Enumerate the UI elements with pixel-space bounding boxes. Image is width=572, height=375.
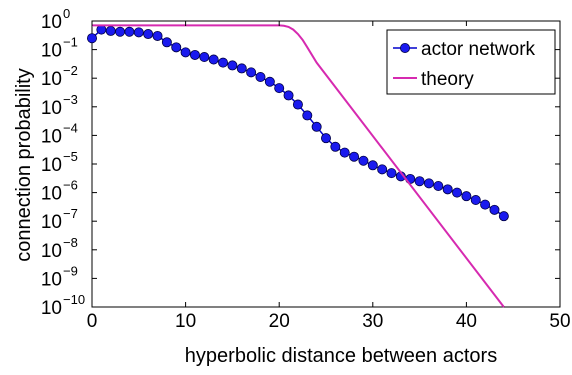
- legend-item: actor network: [393, 39, 536, 60]
- y-tick-label: 10 −6: [41, 178, 78, 205]
- y-tick-exponent: −8: [63, 235, 78, 250]
- y-tick-label: 10 −5: [41, 149, 78, 176]
- data-point: [330, 141, 341, 152]
- data-point: [218, 57, 229, 68]
- data-point: [423, 178, 434, 189]
- data-point: [302, 110, 313, 121]
- y-tick-label: 10 0: [41, 6, 70, 33]
- data-point: [236, 63, 247, 74]
- data-point: [171, 42, 182, 53]
- y-tick-base: 10: [41, 12, 62, 33]
- y-tick-base: 10: [41, 155, 62, 176]
- data-point: [161, 37, 172, 48]
- data-point: [461, 191, 472, 202]
- x-axis-label: hyperbolic distance between actors: [185, 345, 497, 367]
- legend-label: theory: [421, 69, 474, 90]
- y-tick-exponent: −1: [63, 35, 78, 50]
- data-point: [339, 147, 350, 158]
- y-tick-exponent: −5: [63, 149, 78, 164]
- data-point: [386, 168, 397, 179]
- data-point: [377, 164, 388, 175]
- data-point: [480, 199, 491, 210]
- y-tick-label: 10 −2: [41, 63, 78, 90]
- x-tick-label: 40: [456, 311, 477, 332]
- y-tick-base: 10: [41, 184, 62, 205]
- series-actor-network: [87, 24, 509, 222]
- data-point: [349, 151, 360, 162]
- y-tick-exponent: 0: [63, 6, 70, 21]
- y-tick-label: 10 −8: [41, 235, 78, 262]
- series-layer: [87, 24, 509, 308]
- data-point: [367, 160, 378, 171]
- data-point: [152, 30, 163, 41]
- y-tick-label: 10 −1: [41, 35, 78, 62]
- data-point: [452, 187, 463, 198]
- y-tick-exponent: −6: [63, 178, 78, 193]
- y-tick-base: 10: [41, 241, 62, 262]
- legend: actor network theory: [386, 29, 556, 95]
- y-tick-base: 10: [41, 41, 62, 62]
- x-tick-label: 20: [269, 311, 290, 332]
- y-tick-base: 10: [41, 126, 62, 147]
- y-tick-base: 10: [41, 212, 62, 233]
- data-point: [208, 54, 219, 65]
- x-tick-label: 30: [362, 311, 383, 332]
- data-point: [246, 67, 257, 78]
- x-tick-label: 50: [549, 311, 570, 332]
- y-axis-label: connection probability: [13, 68, 35, 261]
- x-tick-label: 10: [175, 311, 196, 332]
- data-point: [189, 49, 200, 60]
- y-tick-base: 10: [41, 269, 62, 290]
- y-tick-label: 10 −9: [41, 263, 78, 290]
- y-tick-exponent: −3: [63, 92, 78, 107]
- data-point: [180, 47, 191, 58]
- data-point: [87, 33, 98, 44]
- legend-swatch-marker: [399, 43, 410, 54]
- data-point: [115, 26, 126, 37]
- data-point: [199, 52, 210, 63]
- series-line: [92, 24, 505, 308]
- data-point: [433, 181, 444, 192]
- data-point: [124, 26, 135, 37]
- x-tick-label: 0: [87, 311, 98, 332]
- data-point: [498, 211, 509, 222]
- y-tick-exponent: −9: [63, 263, 78, 278]
- y-tick-base: 10: [41, 98, 62, 119]
- y-tick-base: 10: [41, 69, 62, 90]
- y-tick-base: 10: [41, 298, 62, 319]
- y-tick-label: 10 −4: [41, 120, 78, 147]
- y-tick-label: 10 −10: [41, 292, 85, 319]
- legend-label: actor network: [421, 39, 536, 60]
- series-theory: [92, 24, 505, 308]
- y-tick-exponent: −10: [63, 292, 85, 307]
- y-tick-label: 10 −7: [41, 206, 78, 233]
- y-tick-label: 10 −3: [41, 92, 78, 119]
- data-point: [133, 27, 144, 38]
- data-point: [105, 25, 116, 36]
- y-tick-exponent: −2: [63, 63, 78, 78]
- data-point: [255, 72, 266, 83]
- data-point: [311, 121, 322, 132]
- data-point: [143, 29, 154, 40]
- legend-item: theory: [393, 69, 474, 90]
- data-point: [489, 204, 500, 215]
- data-point: [274, 83, 285, 94]
- data-point: [442, 184, 453, 195]
- data-point: [283, 90, 294, 101]
- data-point: [292, 99, 303, 110]
- data-point: [264, 76, 275, 87]
- data-point: [414, 176, 425, 187]
- data-point: [358, 155, 369, 166]
- data-point: [227, 60, 238, 71]
- data-point: [320, 133, 331, 144]
- legend-box: [386, 29, 556, 95]
- y-tick-exponent: −4: [63, 120, 78, 135]
- y-tick-exponent: −7: [63, 206, 78, 221]
- data-point: [470, 195, 481, 206]
